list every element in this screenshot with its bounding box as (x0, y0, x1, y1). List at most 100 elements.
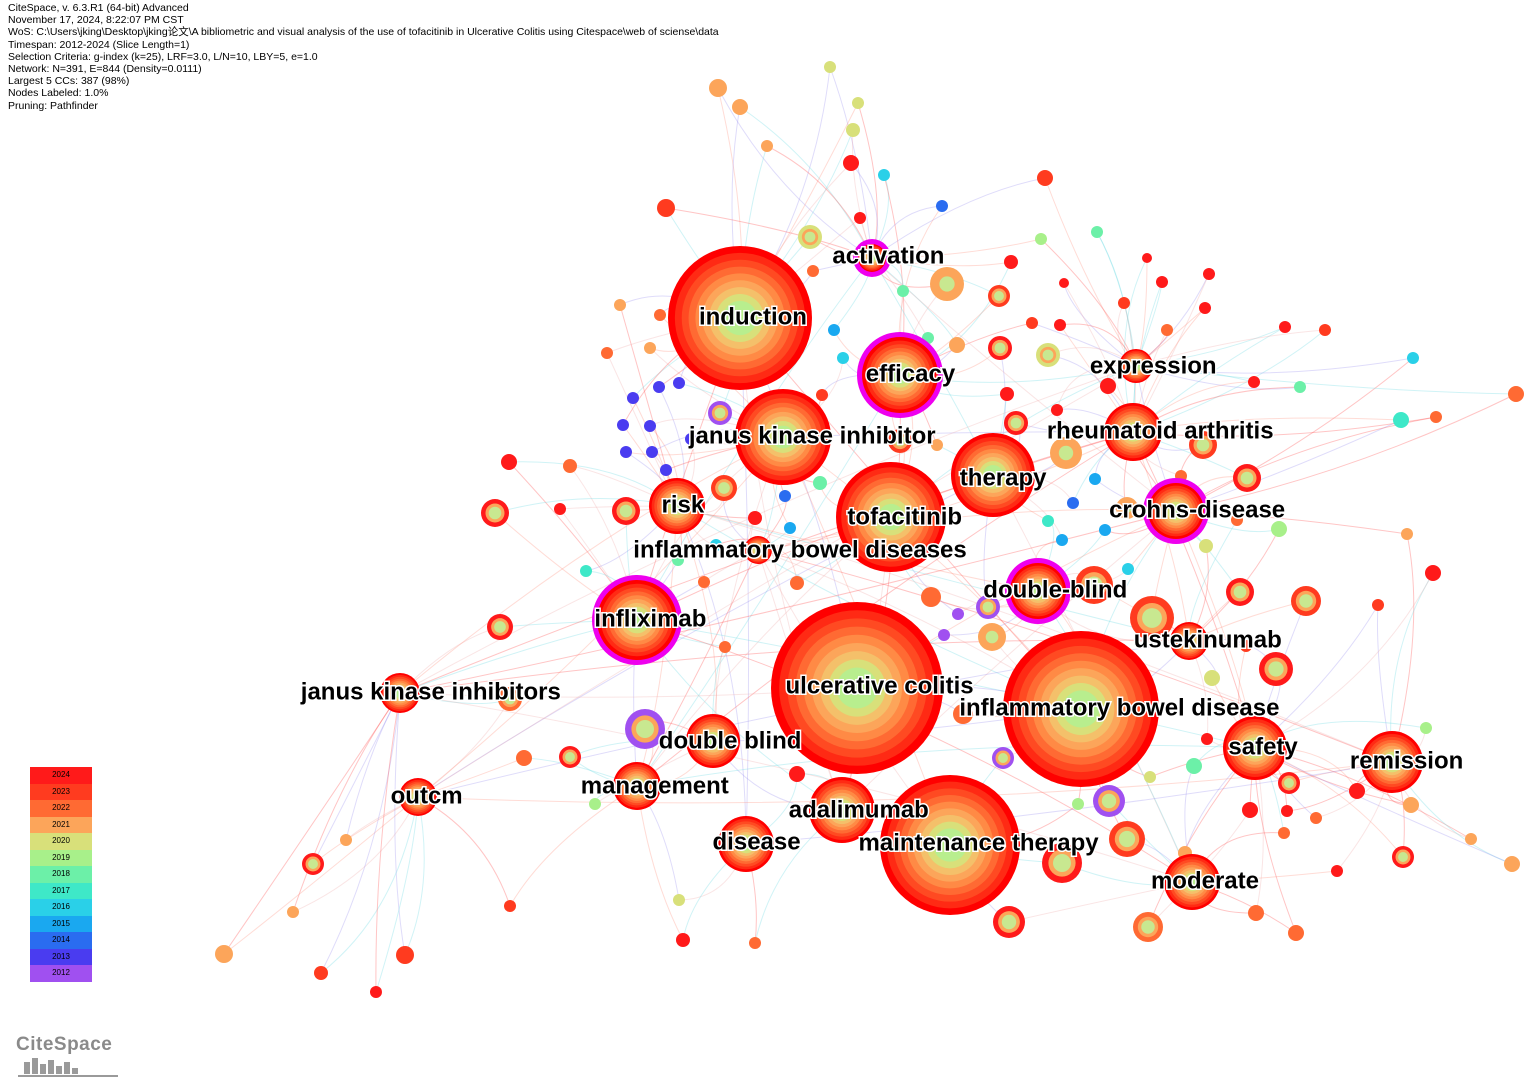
keyword-node-infliximab[interactable] (592, 575, 682, 665)
network-edge (509, 785, 638, 907)
network-edge (292, 692, 401, 913)
minor-keyword-node (1037, 170, 1053, 186)
minor-keyword-node (1161, 324, 1173, 336)
keyword-node-crohn[interactable] (1143, 478, 1209, 544)
keyword-node-uc[interactable] (771, 602, 943, 774)
minor-keyword-node (1067, 497, 1079, 509)
network-edge (417, 365, 1137, 798)
minor-keyword-node (644, 420, 656, 432)
minor-keyword-node (1004, 255, 1018, 269)
keyword-label-remission: remission (1350, 747, 1463, 774)
keyword-label-expression: expression (1090, 352, 1217, 379)
network-edge (320, 796, 419, 974)
minor-keyword-node (1465, 833, 1477, 845)
keyword-node-outcm[interactable] (399, 778, 437, 816)
minor-keyword-node (672, 554, 684, 566)
keyword-node-doubleblind1[interactable] (1005, 558, 1071, 624)
keyword-node-ustekinumab[interactable] (1170, 622, 1208, 660)
minor-keyword-node (988, 336, 1012, 360)
keyword-node-jkis[interactable] (380, 673, 420, 713)
keyword-node-disease[interactable] (718, 816, 774, 872)
header-line: November 17, 2024, 8:22:07 PM CST (8, 14, 184, 27)
minor-keyword-node (816, 389, 828, 401)
keyword-node-efficacy[interactable] (857, 332, 943, 418)
minor-keyword-node (1288, 925, 1304, 941)
network-edge (636, 505, 678, 787)
network-edge (871, 177, 1046, 259)
header-line: Network: N=391, E=844 (Density=0.0111) (8, 63, 202, 76)
keyword-node-remission[interactable] (1361, 731, 1423, 793)
minor-keyword-node (897, 285, 909, 297)
keyword-node-therapy[interactable] (951, 433, 1035, 517)
minor-keyword-node (1204, 670, 1220, 686)
network-edge (739, 106, 873, 259)
minor-keyword-node (1035, 233, 1047, 245)
keyword-node-ibd[interactable] (1003, 631, 1159, 787)
minor-keyword-node (1042, 515, 1054, 527)
minor-keyword-node (1109, 821, 1145, 857)
minor-keyword-node (824, 61, 836, 73)
minor-keyword-node (676, 933, 690, 947)
network-edge (375, 692, 401, 993)
minor-keyword-node (761, 140, 773, 152)
keyword-label-crohn: crohns-disease (1109, 496, 1285, 523)
minor-keyword-node (620, 446, 632, 458)
keyword-node-jki[interactable] (735, 389, 831, 485)
minor-keyword-node (846, 123, 860, 137)
minor-keyword-node (931, 439, 943, 451)
keyword-node-doubleblind2[interactable] (686, 714, 740, 768)
minor-keyword-node (673, 377, 685, 389)
citespace-logo: CiteSpace (12, 1032, 122, 1084)
keyword-node-maintenance[interactable] (880, 775, 1020, 915)
minor-keyword-node (936, 200, 948, 212)
minor-keyword-node (1186, 758, 1202, 774)
keyword-label-jki: janus kinase inhibitor (688, 422, 936, 449)
network-edge (399, 692, 1193, 883)
network-edge (1132, 431, 1256, 749)
minor-keyword-node (1189, 431, 1217, 459)
minor-keyword-node (646, 446, 658, 458)
minor-keyword-node (617, 419, 629, 431)
network-edge (1096, 231, 1137, 367)
network-edge (1063, 282, 1137, 367)
keyword-node-induction[interactable] (668, 246, 812, 390)
keyword-node-ibds[interactable] (744, 536, 772, 564)
minor-keyword-node (837, 352, 849, 364)
keyword-node-expression[interactable] (1119, 349, 1153, 383)
network-edge (223, 796, 419, 955)
keyword-node-safety[interactable] (1223, 716, 1287, 780)
minor-keyword-node (481, 499, 509, 527)
minor-keyword-node (790, 576, 804, 590)
keyword-node-moderate[interactable] (1164, 854, 1220, 910)
keyword-node-ra[interactable] (1104, 403, 1162, 461)
major-node-layer (380, 239, 1423, 915)
minor-keyword-node (1089, 473, 1101, 485)
keyword-node-risk[interactable] (649, 478, 705, 534)
minor-keyword-node (779, 490, 791, 502)
minor-keyword-node (1372, 599, 1384, 611)
legend-year-2020: 2020 (30, 833, 92, 850)
network-edge (841, 510, 1177, 811)
minor-keyword-node (852, 97, 864, 109)
minor-keyword-node (1259, 652, 1293, 686)
minor-keyword-node (978, 623, 1006, 651)
minor-keyword-node (501, 454, 517, 470)
header-line: Nodes Labeled: 1.0% (8, 87, 109, 100)
header-line: CiteSpace, v. 6.3.R1 (64-bit) Advanced (8, 2, 189, 14)
minor-keyword-node (1051, 404, 1063, 416)
network-edge (404, 796, 425, 956)
minor-keyword-node (798, 225, 822, 249)
minor-keyword-node (340, 834, 352, 846)
keyword-node-management[interactable] (613, 762, 661, 810)
network-edge (312, 692, 401, 865)
network-edge (739, 317, 750, 845)
minor-keyword-node (589, 798, 601, 810)
minor-keyword-node (302, 853, 324, 875)
keyword-node-adalimumab[interactable] (809, 777, 875, 843)
minor-keyword-node (938, 629, 950, 641)
keyword-node-activation[interactable] (853, 239, 891, 277)
minor-keyword-node (1242, 802, 1258, 818)
keyword-node-tofacitinib[interactable] (836, 462, 946, 572)
minor-keyword-node (653, 381, 665, 393)
minor-keyword-node (719, 641, 731, 653)
